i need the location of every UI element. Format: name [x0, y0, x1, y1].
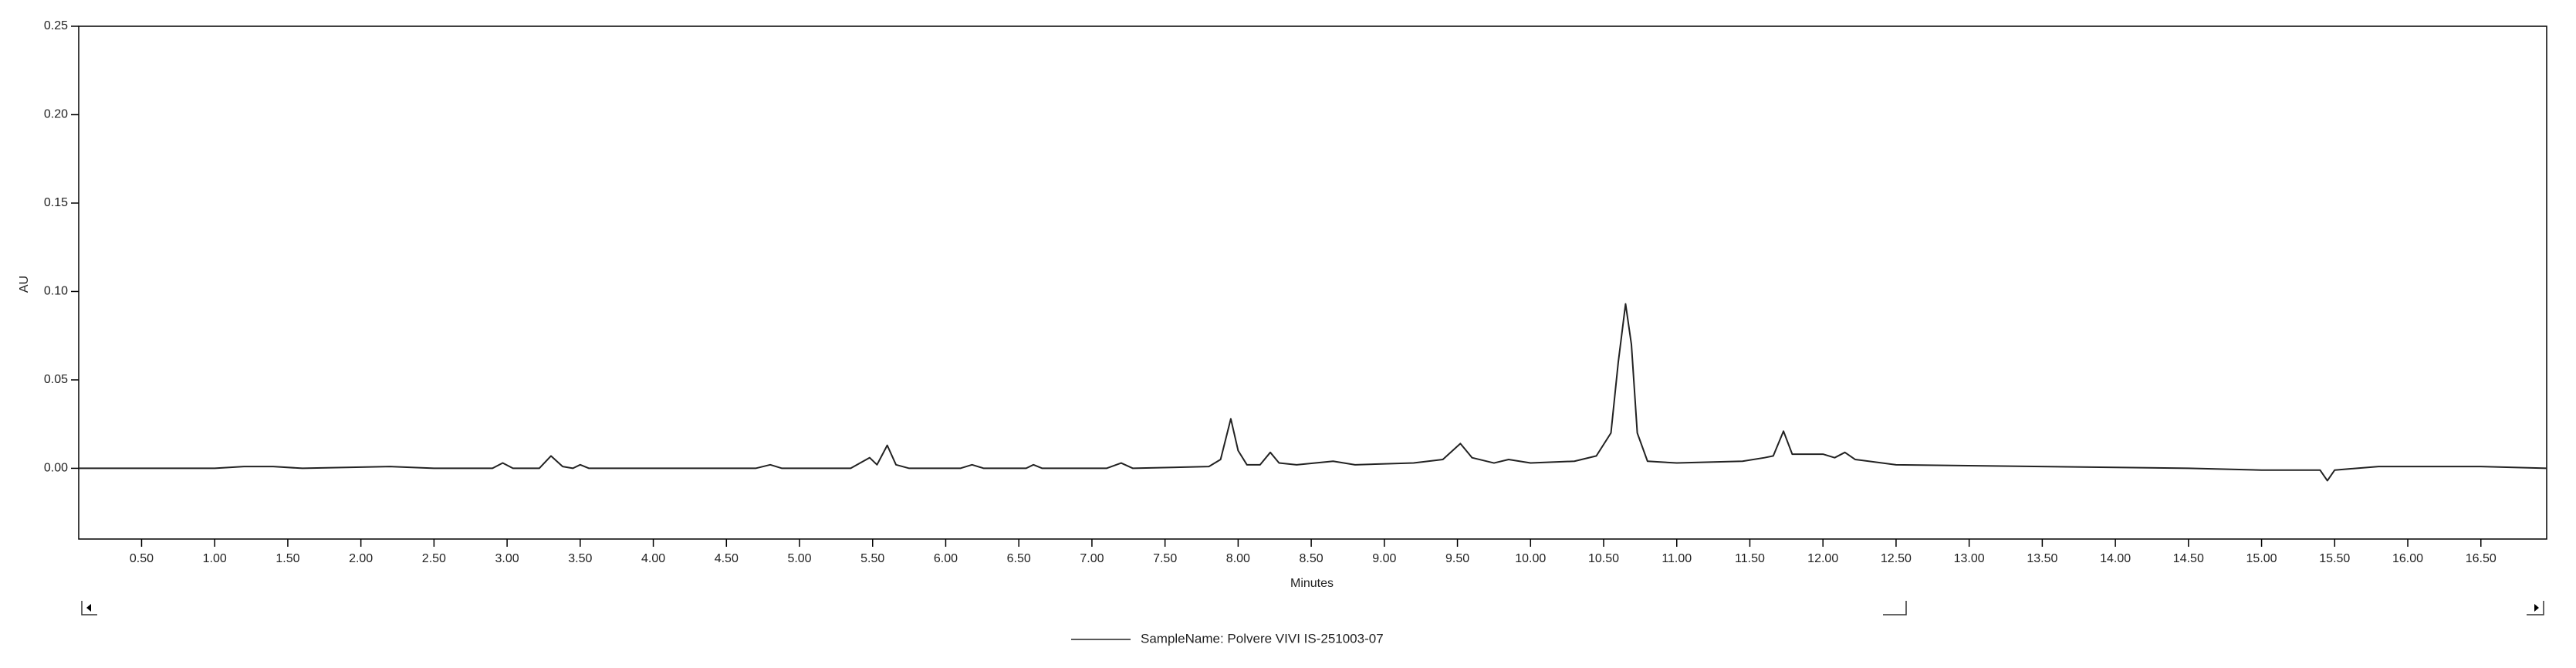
- x-tick-label: 4.00: [641, 552, 665, 565]
- x-tick-label: 6.50: [1007, 552, 1031, 565]
- x-tick-label: 5.00: [787, 552, 811, 565]
- x-tick-label: 6.00: [934, 552, 958, 565]
- x-tick-label: 8.00: [1226, 552, 1250, 565]
- x-tick-label: 8.50: [1300, 552, 1323, 565]
- x-tick-label: 14.00: [2100, 552, 2131, 565]
- y-axis-label: AU: [18, 276, 31, 293]
- x-tick-label: 5.50: [860, 552, 884, 565]
- legend: SampleName: Polvere VIVI IS-251003-07: [1071, 631, 1384, 646]
- legend-label: SampleName: Polvere VIVI IS-251003-07: [1141, 631, 1384, 646]
- scroll-marker-middle: [1883, 601, 1907, 615]
- y-tick-label: 0.20: [44, 108, 68, 121]
- x-tick-label: 2.00: [349, 552, 373, 565]
- x-tick-label: 1.50: [276, 552, 299, 565]
- x-tick-label: 11.00: [1662, 552, 1692, 565]
- x-tick-label: 4.50: [715, 552, 739, 565]
- x-tick-label: 10.50: [1588, 552, 1619, 565]
- y-tick-label: 0.00: [44, 462, 68, 475]
- y-tick-label: 0.05: [44, 373, 68, 386]
- y-tick-label: 0.15: [44, 196, 68, 209]
- x-tick-label: 0.50: [130, 552, 154, 565]
- x-tick-label: 10.00: [1515, 552, 1546, 565]
- y-tick-label: 0.10: [44, 285, 68, 298]
- x-tick-label: 13.50: [2027, 552, 2057, 565]
- x-tick-label: 14.50: [2173, 552, 2204, 565]
- x-tick-label: 1.00: [203, 552, 227, 565]
- x-tick-label: 12.50: [1881, 552, 1912, 565]
- x-tick-label: 13.00: [1954, 552, 1985, 565]
- x-tick-label: 15.50: [2319, 552, 2350, 565]
- x-tick-label: 12.00: [1807, 552, 1838, 565]
- x-tick-label: 9.50: [1445, 552, 1469, 565]
- x-tick-label: 3.50: [568, 552, 592, 565]
- x-tick-label: 3.00: [495, 552, 519, 565]
- scroll-marker-right: [2527, 601, 2544, 615]
- x-tick-label: 16.00: [2392, 552, 2423, 565]
- y-tick-label: 0.25: [44, 19, 68, 32]
- x-tick-label: 7.50: [1153, 552, 1177, 565]
- x-tick-label: 7.00: [1080, 552, 1104, 565]
- x-tick-label: 2.50: [422, 552, 446, 565]
- x-tick-label: 16.50: [2466, 552, 2497, 565]
- plot-frame: [78, 25, 2547, 540]
- x-tick-label: 15.00: [2246, 552, 2277, 565]
- x-axis-label: Minutes: [1290, 577, 1334, 590]
- chromatogram-line: [79, 303, 2547, 482]
- x-tick-label: 9.00: [1372, 552, 1396, 565]
- x-tick-label: 11.50: [1735, 552, 1765, 565]
- scroll-marker-left: [81, 601, 97, 615]
